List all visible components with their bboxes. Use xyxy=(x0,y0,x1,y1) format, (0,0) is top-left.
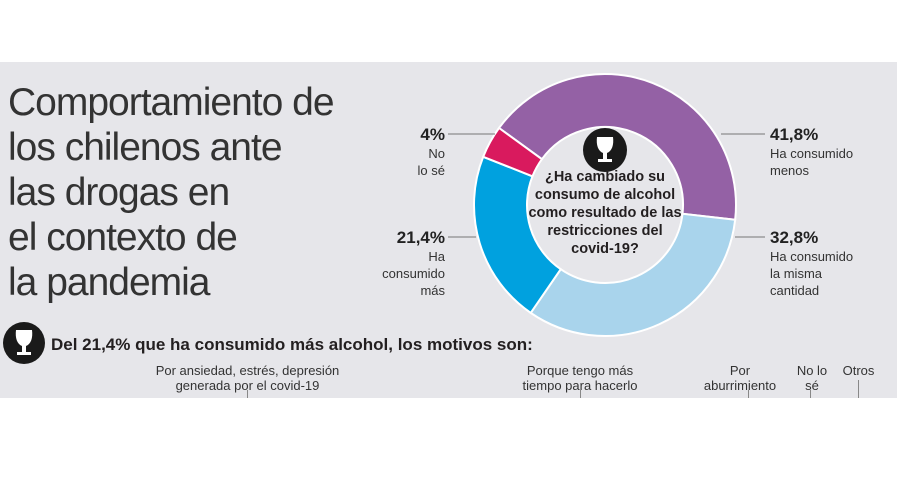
title-line: la pandemia xyxy=(8,261,210,304)
tick xyxy=(748,390,749,398)
label-line: cantidad xyxy=(770,283,820,298)
label-line: más xyxy=(420,283,445,298)
donut-slice xyxy=(529,212,737,337)
infographic-title: Comportamiento de los chilenos ante las … xyxy=(8,80,368,305)
motive-line: tiempo para hacerlo xyxy=(522,378,638,393)
label-no-se: 4% No lo sé xyxy=(390,125,445,179)
infographic-panel xyxy=(0,62,897,398)
label-mas: 21,4% Ha consumido más xyxy=(370,228,445,299)
label-line: consumido xyxy=(382,266,445,281)
motive-line: Porque tengo más xyxy=(526,363,634,378)
motive-line: No lo xyxy=(796,363,828,378)
value: 21,4% xyxy=(396,228,445,247)
chart-question: ¿Ha cambiado su consumo de alcohol como … xyxy=(528,169,682,257)
label-line: la misma xyxy=(770,266,823,281)
label-line: menos xyxy=(770,163,810,178)
motives-heading: Del 21,4% que ha consumido más alcohol, … xyxy=(51,335,533,354)
tick xyxy=(858,380,859,398)
label-line: Ha xyxy=(428,249,445,264)
motive-aburrimiento: Por aburrimiento xyxy=(700,363,780,393)
label-line: No xyxy=(428,146,445,161)
donut-slice xyxy=(497,73,737,221)
motive-line: sé xyxy=(805,378,819,393)
label-line: Ha consumido xyxy=(770,249,854,264)
tick xyxy=(580,390,581,398)
value: 41,8% xyxy=(770,125,819,144)
label-misma: 32,8% Ha consumido la misma cantidad xyxy=(770,228,853,299)
motive-line: generada por el covid-19 xyxy=(175,378,320,393)
motive-line: Otros xyxy=(842,363,875,378)
motive-line: aburrimiento xyxy=(703,378,777,393)
tick xyxy=(810,390,811,398)
title-line: las drogas en xyxy=(8,171,230,214)
motive-line: Por ansiedad, estrés, depresión xyxy=(155,363,340,378)
title-line: el contexto de xyxy=(8,216,238,259)
donut-slice xyxy=(481,126,544,178)
wine-glass-icon xyxy=(583,128,627,172)
motive-otros: Otros xyxy=(836,363,881,378)
motive-line: Por xyxy=(729,363,751,378)
wine-glass-icon xyxy=(3,322,45,364)
value: 4% xyxy=(420,125,445,144)
label-line: Ha consumido xyxy=(770,146,854,161)
title-line: los chilenos ante xyxy=(8,126,283,169)
tick xyxy=(247,390,248,398)
label-line: lo sé xyxy=(417,163,445,178)
title-line: Comportamiento de xyxy=(8,81,335,124)
label-menos: 41,8% Ha consumido menos xyxy=(770,125,853,179)
motive-no-lo-se: No lo sé xyxy=(792,363,832,393)
motive-ansiedad: Por ansiedad, estrés, depresión generada … xyxy=(140,363,355,393)
value: 32,8% xyxy=(770,228,819,247)
motive-tiempo: Porque tengo más tiempo para hacerlo xyxy=(500,363,660,393)
